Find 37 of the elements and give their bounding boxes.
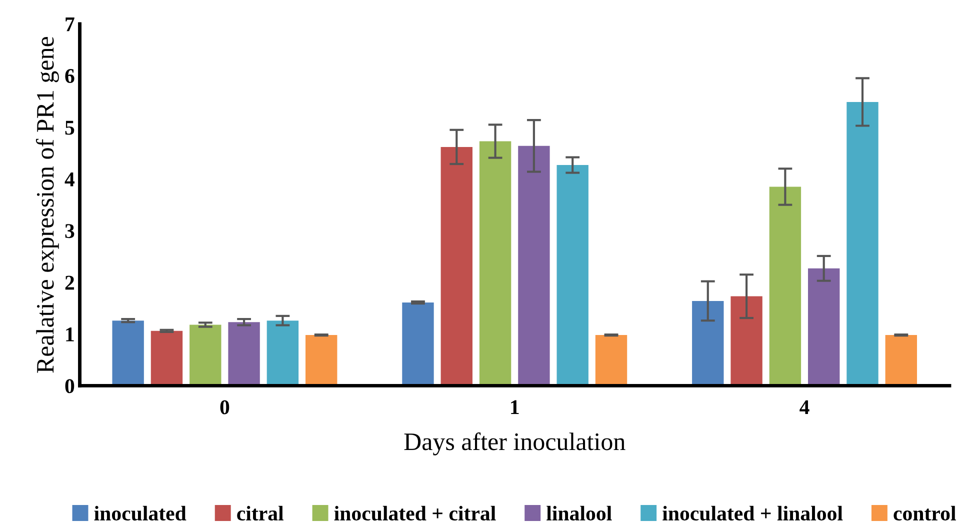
bar: [885, 335, 917, 386]
x-tick-label: 4: [800, 400, 810, 414]
bar: [808, 268, 840, 386]
y-tick-label: 6: [65, 69, 74, 84]
bar: [190, 324, 222, 386]
legend-label: linalool: [546, 506, 612, 521]
x-tick-label: 0: [220, 400, 230, 414]
bar: [692, 300, 724, 386]
bar: [440, 146, 472, 386]
legend-label: inoculated + linalool: [662, 506, 843, 521]
bar: [266, 320, 299, 386]
y-tick-label: 5: [65, 120, 74, 135]
bar: [150, 330, 183, 386]
legend-label: inoculated + citral: [334, 506, 496, 521]
bar: [518, 146, 550, 386]
legend-label: control: [894, 506, 956, 521]
bar: [228, 322, 260, 386]
x-tick-label: 1: [511, 400, 519, 414]
legend-label: citral: [237, 506, 284, 521]
y-tick-label: 3: [65, 224, 74, 238]
bar: [556, 165, 588, 386]
y-tick-label: 0: [65, 379, 74, 394]
x-axis-title: Days after inoculation: [404, 432, 626, 456]
bar: [769, 186, 802, 386]
bar: [112, 320, 144, 386]
bar: [402, 302, 434, 386]
y-tick-label: 2: [65, 276, 74, 290]
bar: [595, 335, 628, 386]
bar: [730, 296, 762, 386]
bar: [306, 335, 338, 386]
bar: [846, 102, 878, 386]
y-axis-title: Realative expression of PR1 gene: [36, 36, 59, 373]
bar: [479, 141, 512, 386]
y-tick-label: 4: [64, 172, 75, 186]
y-tick-label: 1: [66, 327, 74, 342]
y-tick-label: 7: [66, 18, 74, 32]
legend-label: inoculated: [94, 506, 186, 521]
